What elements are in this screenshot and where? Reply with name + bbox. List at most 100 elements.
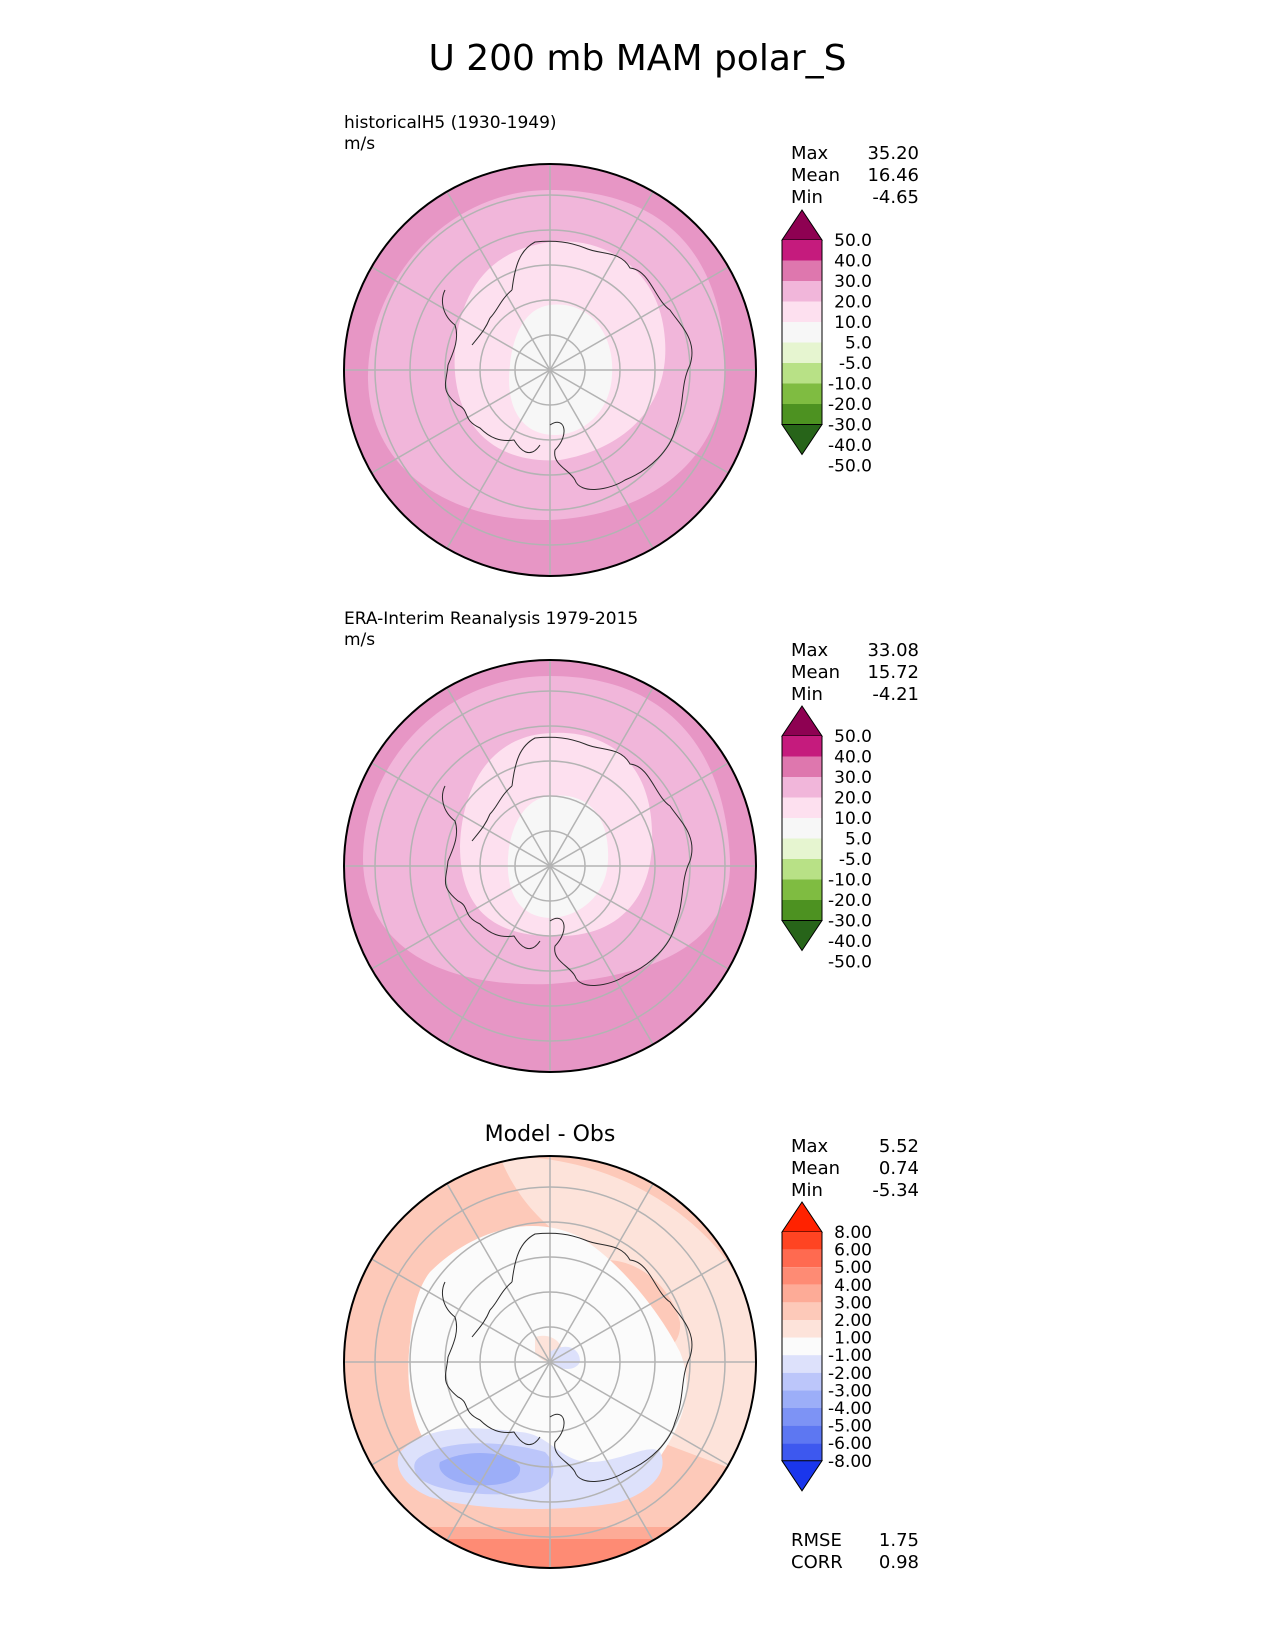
colorbar-tick-label: 40.0 — [834, 748, 872, 768]
colorbar-tick-label: 30.0 — [834, 768, 872, 788]
colorbar-outline — [781, 240, 823, 425]
meridian-line-6 — [371, 1258, 729, 1466]
colorbar-swatch — [782, 838, 822, 859]
colorbar-swatch — [782, 1408, 822, 1426]
colorbar-swatch — [782, 756, 822, 777]
colorbar-tick-label: 10.0 — [834, 809, 872, 829]
panel1-stats: Max 35.20 Mean 16.46 Min -4.65 — [791, 143, 919, 209]
graticule — [344, 1156, 756, 1568]
panel1-polar-map — [343, 163, 757, 577]
colorbar-outline — [781, 736, 823, 921]
colorbar-swatch — [782, 1425, 822, 1444]
panel2-colorbar: 50.040.030.020.010.05.0-5.0-10.0-20.0-30… — [781, 705, 872, 973]
colorbar-tick-label: -5.0 — [839, 354, 872, 374]
colorbar-tick-label: -30.0 — [828, 912, 872, 932]
stat-max-value: 33.08 — [867, 640, 919, 661]
metric-corr-label: CORR — [791, 1552, 843, 1573]
colorbar-tick-label: 8.00 — [834, 1223, 872, 1243]
colorbar-tick-label: 50.0 — [834, 231, 872, 251]
graticule — [344, 164, 756, 576]
meridian-line-6 — [371, 266, 729, 474]
colorbar-swatch — [782, 1320, 822, 1338]
colorbar-tick-label: 20.0 — [834, 293, 872, 313]
stat-min-label: Min — [791, 187, 823, 208]
colorbar-swatch — [782, 1355, 822, 1373]
metric-rmse-label: RMSE — [791, 1530, 842, 1551]
panel3-metrics: RMSE 1.75 CORR 0.98 — [791, 1530, 919, 1574]
colorbar-extend-min — [781, 424, 823, 456]
colorbar-extend-max — [781, 209, 823, 241]
colorbar-tick-label: -8.00 — [828, 1452, 872, 1472]
colorbar-extend-max — [781, 1201, 823, 1233]
field-band-5-10 — [507, 795, 609, 918]
colorbar-tick-label: 5.0 — [845, 334, 872, 354]
colorbar-tick-label: 6.00 — [834, 1241, 872, 1261]
colorbar-swatch — [782, 363, 822, 384]
map-boundary — [343, 163, 757, 577]
stat-mean-label: Mean — [791, 662, 841, 683]
colorbar-tick-label: -4.00 — [828, 1399, 872, 1419]
colorbar-swatch — [782, 1372, 822, 1391]
antarctica-coastline — [442, 240, 693, 490]
colorbar-swatch — [782, 1302, 822, 1320]
panel2-stats: Max 33.08 Mean 15.72 Min -4.21 — [791, 640, 919, 706]
colorbar-tick-label: 4.00 — [834, 1276, 872, 1296]
colorbar-swatch — [782, 1337, 822, 1356]
colorbar-tick-label: -1.00 — [828, 1346, 872, 1366]
panel1-colorbar: 50.040.030.020.010.05.0-5.0-10.0-20.0-30… — [781, 209, 872, 477]
panel3-polar-map — [343, 1155, 757, 1569]
colorbar-swatch — [782, 900, 822, 921]
colorbar-swatch — [782, 322, 822, 343]
meridian-line-6 — [371, 762, 729, 970]
colorbar-swatch — [782, 1249, 822, 1268]
colorbar-tick-label: -20.0 — [828, 891, 872, 911]
colorbar-tick-label: -3.00 — [828, 1381, 872, 1401]
colorbar-tick-label: 5.0 — [845, 830, 872, 850]
colorbar-tick-label: 30.0 — [834, 272, 872, 292]
colorbar-swatch — [782, 1267, 822, 1285]
panel3-title: Model - Obs — [484, 1122, 616, 1147]
graticule — [344, 660, 756, 1072]
colorbar-swatch — [782, 260, 822, 281]
colorbar-swatch — [782, 859, 822, 880]
stat-min-value: -5.34 — [872, 1180, 919, 1201]
colorbar-tick-label: -40.0 — [828, 436, 872, 456]
colorbar-tick-label: -5.00 — [828, 1417, 872, 1437]
colorbar-extend-min — [781, 920, 823, 952]
colorbar-tick-label: -6.00 — [828, 1434, 872, 1454]
map-boundary — [343, 659, 757, 1073]
colorbar-tick-label: 5.00 — [834, 1258, 872, 1278]
panel1-title: historicalH5 (1930-1949) m/s — [344, 113, 557, 155]
colorbar-tick-label: 50.0 — [834, 727, 872, 747]
stat-min-value: -4.65 — [872, 187, 919, 208]
panel3-colorbar: 8.006.005.004.003.002.001.00-1.00-2.00-3… — [781, 1201, 872, 1492]
colorbar-tick-label: 3.00 — [834, 1293, 872, 1313]
panel2-obs-title: ERA-Interim Reanalysis 1979-2015 — [344, 609, 639, 629]
stat-max-value: 5.52 — [878, 1136, 919, 1157]
colorbar-swatch — [782, 383, 822, 404]
colorbar-tick-label: -2.00 — [828, 1364, 872, 1384]
colorbar-tick-label: -50.0 — [828, 457, 872, 477]
colorbar-extend-min — [781, 1460, 823, 1492]
colorbar-tick-label: 1.00 — [834, 1329, 872, 1349]
stat-min-value: -4.21 — [872, 684, 919, 705]
colorbar-tick-label: 10.0 — [834, 313, 872, 333]
antarctica-coastline — [442, 736, 693, 986]
stat-max-label: Max — [791, 1136, 829, 1157]
colorbar-extend-max — [781, 705, 823, 737]
colorbar-swatch — [782, 342, 822, 363]
colorbar-tick-label: -5.0 — [839, 850, 872, 870]
panel1-units: m/s — [344, 134, 376, 154]
panel1-model-title: historicalH5 (1930-1949) — [344, 113, 557, 133]
colorbar-swatch — [782, 301, 822, 322]
stat-min-label: Min — [791, 684, 823, 705]
panel2-units: m/s — [344, 630, 376, 650]
colorbar-swatch — [782, 777, 822, 798]
colorbar-swatch — [782, 879, 822, 900]
stat-max-value: 35.20 — [867, 143, 919, 164]
stat-mean-value: 16.46 — [867, 165, 919, 186]
colorbar-swatch — [782, 736, 822, 757]
colorbar-tick-label: -10.0 — [828, 871, 872, 891]
colorbar-swatch — [782, 1232, 822, 1250]
stat-mean-label: Mean — [791, 1158, 841, 1179]
